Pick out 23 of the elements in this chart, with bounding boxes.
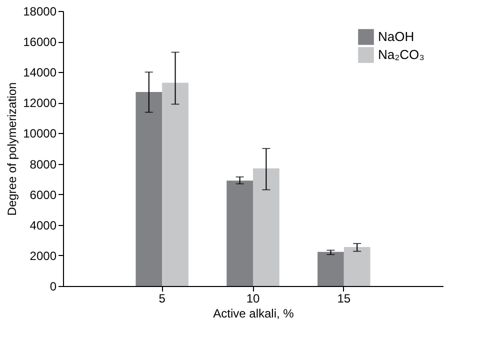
bar (344, 247, 370, 286)
x-tick-label: 10 (246, 292, 260, 306)
bar (162, 82, 188, 286)
y-tick-label: 2000 (30, 248, 57, 263)
legend-label: Na₂CO₃ (378, 47, 424, 62)
y-tick-label: 12000 (23, 96, 57, 110)
bar (253, 168, 280, 286)
legend-label: NaOH (378, 29, 414, 44)
bar (318, 252, 344, 286)
y-tick-label: 6000 (30, 188, 57, 202)
y-tick-label: 0 (50, 280, 57, 294)
x-axis-title: Active alkali, % (213, 306, 294, 320)
y-tick-label: 4000 (30, 218, 57, 232)
y-tick-label: 8000 (30, 157, 57, 172)
x-tick-label: 15 (337, 292, 351, 306)
y-tick-label: 18000 (23, 4, 57, 18)
x-tick-label: 5 (158, 292, 166, 306)
y-tick-label: 14000 (23, 66, 57, 80)
bar (226, 180, 253, 286)
y-tick-label: 16000 (23, 35, 57, 50)
y-axis-title: Degree of polymerization (5, 82, 20, 216)
y-tick-label: 10000 (23, 126, 57, 141)
bar (136, 92, 162, 286)
